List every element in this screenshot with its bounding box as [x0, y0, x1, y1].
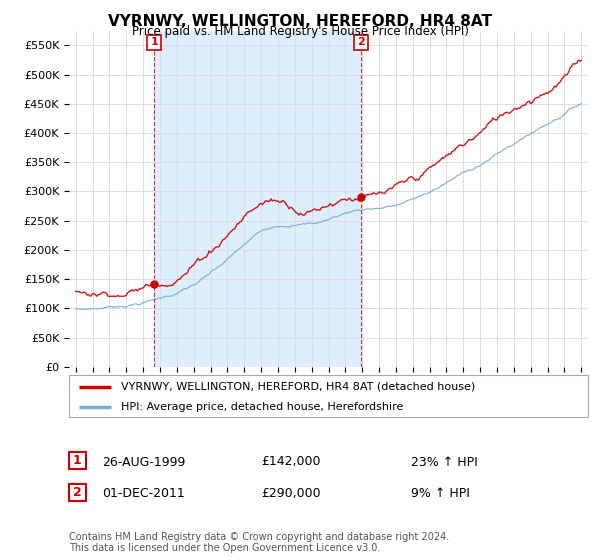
Text: 2: 2	[357, 38, 365, 48]
Text: £290,000: £290,000	[261, 487, 320, 501]
Text: VYRNWY, WELLINGTON, HEREFORD, HR4 8AT (detached house): VYRNWY, WELLINGTON, HEREFORD, HR4 8AT (d…	[121, 382, 475, 392]
Text: 2: 2	[73, 486, 82, 500]
Text: 1: 1	[73, 454, 82, 468]
Text: Contains HM Land Registry data © Crown copyright and database right 2024.
This d: Contains HM Land Registry data © Crown c…	[69, 531, 449, 553]
Bar	[154, 31, 361, 367]
Text: 23% ↑ HPI: 23% ↑ HPI	[411, 455, 478, 469]
Text: 01-DEC-2011: 01-DEC-2011	[102, 487, 185, 501]
Text: 9% ↑ HPI: 9% ↑ HPI	[411, 487, 470, 501]
Text: HPI: Average price, detached house, Herefordshire: HPI: Average price, detached house, Here…	[121, 402, 403, 412]
Text: £142,000: £142,000	[261, 455, 320, 469]
Text: 26-AUG-1999: 26-AUG-1999	[102, 455, 185, 469]
Text: VYRNWY, WELLINGTON, HEREFORD, HR4 8AT: VYRNWY, WELLINGTON, HEREFORD, HR4 8AT	[108, 14, 492, 29]
Text: 1: 1	[150, 38, 158, 48]
Text: Price paid vs. HM Land Registry's House Price Index (HPI): Price paid vs. HM Land Registry's House …	[131, 25, 469, 38]
